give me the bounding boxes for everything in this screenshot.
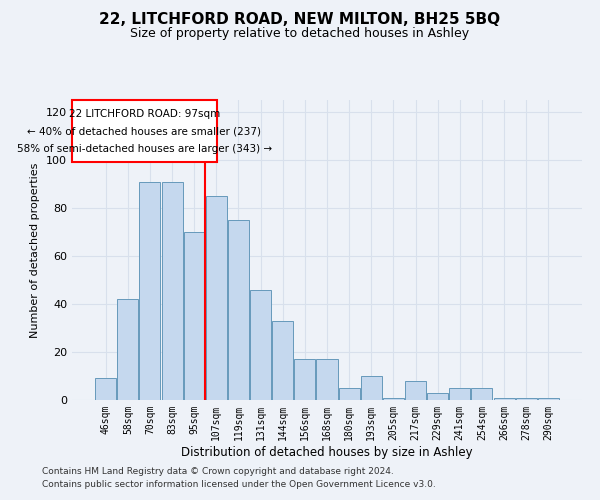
Text: Size of property relative to detached houses in Ashley: Size of property relative to detached ho… — [130, 28, 470, 40]
Bar — [95, 378, 116, 400]
Text: 58% of semi-detached houses are larger (343) →: 58% of semi-detached houses are larger (… — [17, 144, 272, 154]
Text: 22 LITCHFORD ROAD: 97sqm: 22 LITCHFORD ROAD: 97sqm — [68, 108, 220, 118]
Bar — [361, 376, 382, 400]
Bar — [139, 182, 160, 400]
Bar — [494, 398, 515, 400]
Bar — [118, 299, 139, 400]
Bar — [383, 398, 404, 400]
Bar — [449, 388, 470, 400]
Bar — [272, 321, 293, 400]
Bar — [316, 359, 338, 400]
Text: 22, LITCHFORD ROAD, NEW MILTON, BH25 5BQ: 22, LITCHFORD ROAD, NEW MILTON, BH25 5BQ — [100, 12, 500, 28]
Bar — [472, 388, 493, 400]
Bar — [161, 182, 182, 400]
Text: Contains public sector information licensed under the Open Government Licence v3: Contains public sector information licen… — [42, 480, 436, 489]
Bar — [295, 359, 316, 400]
Y-axis label: Number of detached properties: Number of detached properties — [31, 162, 40, 338]
Bar — [206, 196, 227, 400]
Bar — [405, 381, 426, 400]
Bar — [338, 388, 359, 400]
X-axis label: Distribution of detached houses by size in Ashley: Distribution of detached houses by size … — [181, 446, 473, 458]
Bar — [250, 290, 271, 400]
Bar — [228, 220, 249, 400]
Bar — [427, 393, 448, 400]
Bar — [538, 398, 559, 400]
Bar — [72, 100, 217, 162]
Bar — [184, 232, 205, 400]
Text: ← 40% of detached houses are smaller (237): ← 40% of detached houses are smaller (23… — [27, 126, 261, 136]
Bar — [515, 398, 536, 400]
Text: Contains HM Land Registry data © Crown copyright and database right 2024.: Contains HM Land Registry data © Crown c… — [42, 467, 394, 476]
